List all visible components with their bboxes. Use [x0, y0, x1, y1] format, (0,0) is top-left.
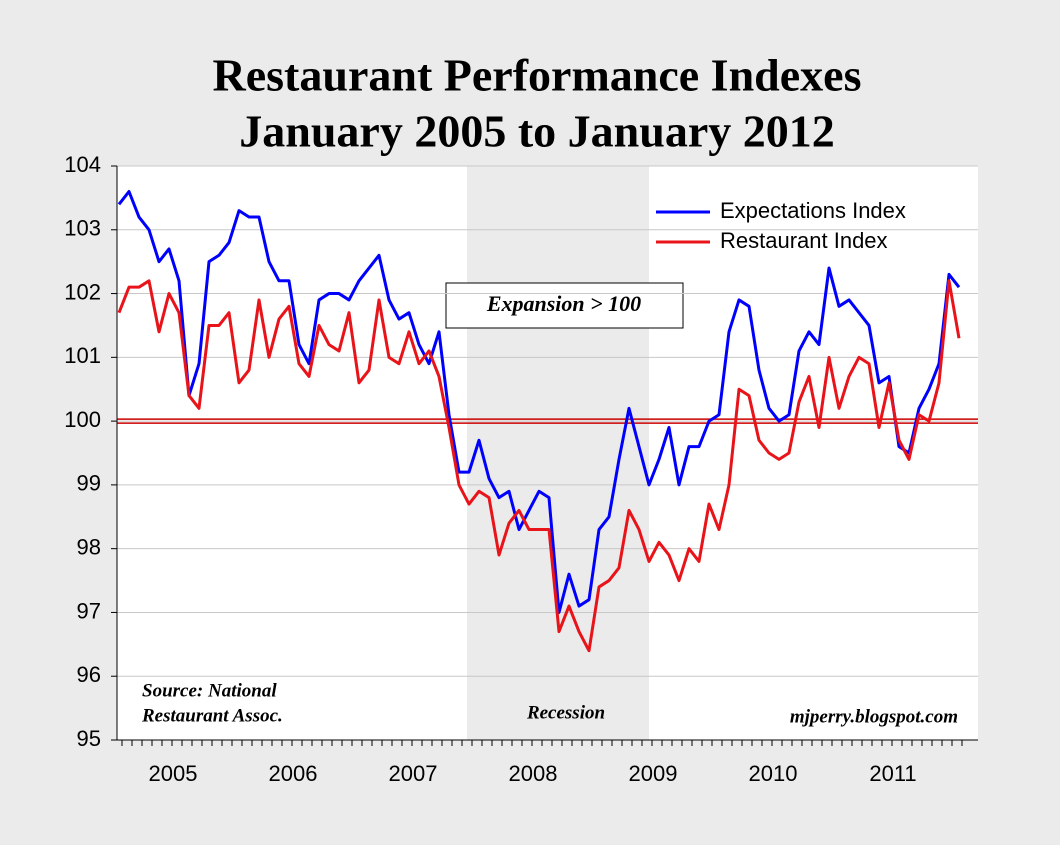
y-tick-label: 99	[77, 471, 101, 496]
chart-subtitle: January 2005 to January 2012	[239, 106, 834, 157]
source: Source: National	[142, 680, 277, 701]
y-tick-label: 95	[77, 726, 101, 751]
y-tick-label: 104	[64, 152, 101, 177]
y-tick-label: 100	[64, 407, 101, 432]
legend-label: Restaurant Index	[720, 228, 888, 253]
y-tick-label: 97	[77, 598, 101, 623]
y-tick-label: 98	[77, 534, 101, 559]
x-tick-label: 2005	[149, 761, 198, 786]
y-tick-label: 103	[64, 216, 101, 241]
annotation: Recession	[526, 702, 605, 723]
x-tick-label: 2008	[509, 761, 558, 786]
series-line	[117, 279, 961, 653]
x-tick-label: 2011	[869, 761, 916, 786]
annotation: mjperry.blogspot.com	[790, 706, 958, 727]
y-tick-label: 102	[64, 279, 101, 304]
x-tick-label: 2006	[269, 761, 318, 786]
annotation: Expansion > 100	[486, 291, 641, 316]
x-tick-label: 2007	[389, 761, 438, 786]
chart-title: Restaurant Performance Indexes	[213, 50, 862, 101]
legend-label: Expectations Index	[720, 198, 906, 223]
recession-band	[467, 166, 649, 740]
y-tick-label: 96	[77, 662, 101, 687]
y-tick-label: 101	[64, 343, 101, 368]
source: Restaurant Assoc.	[141, 705, 283, 726]
x-tick-label: 2009	[629, 761, 678, 786]
annotation-box	[445, 282, 684, 329]
x-tick-label: 2010	[749, 761, 798, 786]
series-line	[117, 190, 961, 614]
